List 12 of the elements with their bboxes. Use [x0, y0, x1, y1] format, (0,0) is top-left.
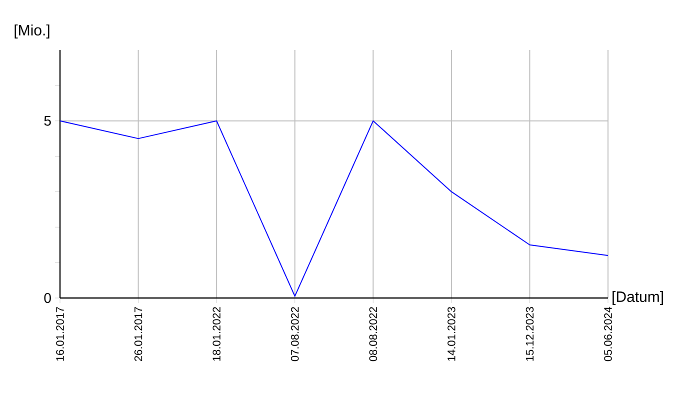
y-tick-label: 0	[44, 293, 51, 303]
x-tick-label: 14.01.2023	[448, 307, 456, 361]
y-tick-label: 5	[44, 116, 51, 126]
x-axis-title: [Datum]	[612, 291, 663, 305]
x-tick-label: 26.01.2017	[134, 307, 142, 362]
x-tick-label: 08.08.2022	[369, 307, 378, 362]
x-tick-label: 07.08.2022	[290, 307, 299, 362]
x-tick-label: 15.12.2023	[526, 307, 534, 361]
x-tick-label: 18.01.2022	[212, 307, 220, 361]
x-tick-label: 05.06.2024	[604, 306, 612, 362]
y-axis-title: [Mio.]	[14, 24, 50, 38]
x-tick-label: 16.01.2017	[56, 307, 64, 361]
